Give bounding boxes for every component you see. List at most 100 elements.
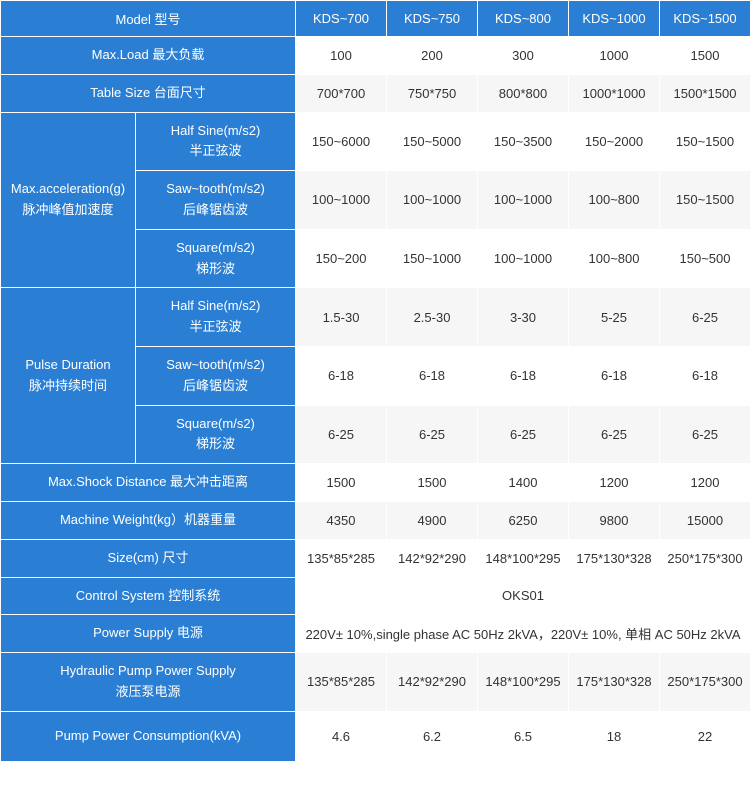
cell: 100 [296, 37, 387, 75]
cell: 1000 [569, 37, 660, 75]
cell: 142*92*290 [387, 653, 478, 712]
cell: 250*175*300 [660, 539, 750, 577]
sub-label-half-sine: Half Sine(m/s2) 半正弦波 [136, 288, 296, 347]
cell: 1000*1000 [569, 74, 660, 112]
cell: 6-18 [478, 346, 569, 405]
cell-span: OKS01 [296, 577, 750, 615]
cell: 150~1000 [387, 229, 478, 288]
cell: 1400 [478, 464, 569, 502]
cell-span: 220V± 10%,single phase AC 50Hz 2kVA，220V… [296, 615, 750, 653]
row-label-pump-power: Pump Power Consumption(kVA) [1, 711, 296, 761]
col-header: KDS~700 [296, 1, 387, 37]
sub-label-square: Square(m/s2) 梯形波 [136, 229, 296, 288]
cell: 150~1500 [660, 112, 750, 171]
cell: 2.5-30 [387, 288, 478, 347]
table-row: Power Supply 电源 220V± 10%,single phase A… [1, 615, 750, 653]
cell: 750*750 [387, 74, 478, 112]
cell: 5-25 [569, 288, 660, 347]
cell: 100~800 [569, 229, 660, 288]
cell: 6-18 [660, 346, 750, 405]
cell: 150~2000 [569, 112, 660, 171]
row-label-table-size: Table Size 台面尺寸 [1, 74, 296, 112]
cell: 3-30 [478, 288, 569, 347]
table-row: Control System 控制系统 OKS01 [1, 577, 750, 615]
cell: 100~1000 [478, 171, 569, 230]
table-row: Hydraulic Pump Power Supply 液压泵电源 135*85… [1, 653, 750, 712]
cell: 1500*1500 [660, 74, 750, 112]
cell: 6250 [478, 501, 569, 539]
table-row: Max.Load 最大负载 100 200 300 1000 1500 [1, 37, 750, 75]
cell: 4350 [296, 501, 387, 539]
cell: 1500 [387, 464, 478, 502]
cell: 150~500 [660, 229, 750, 288]
cell: 6-25 [660, 288, 750, 347]
cell: 1500 [296, 464, 387, 502]
row-label-size: Size(cm) 尺寸 [1, 539, 296, 577]
cell: 6-25 [387, 405, 478, 464]
cell: 100~1000 [478, 229, 569, 288]
sub-label-half-sine: Half Sine(m/s2) 半正弦波 [136, 112, 296, 171]
col-header: KDS~750 [387, 1, 478, 37]
cell: 250*175*300 [660, 653, 750, 712]
cell: 800*800 [478, 74, 569, 112]
cell: 6-18 [387, 346, 478, 405]
cell: 300 [478, 37, 569, 75]
cell: 6-25 [569, 405, 660, 464]
model-header: Model 型号 [1, 1, 296, 37]
cell: 6-25 [660, 405, 750, 464]
cell: 148*100*295 [478, 653, 569, 712]
cell: 6-25 [296, 405, 387, 464]
cell: 1500 [660, 37, 750, 75]
row-label-pulse-duration: Pulse Duration 脉冲持续时间 [1, 288, 136, 464]
cell: 6.2 [387, 711, 478, 761]
table-row: Pump Power Consumption(kVA) 4.6 6.2 6.5 … [1, 711, 750, 761]
cell: 175*130*328 [569, 653, 660, 712]
cell: 135*85*285 [296, 653, 387, 712]
row-label-power-supply: Power Supply 电源 [1, 615, 296, 653]
row-label-machine-weight: Machine Weight(kg）机器重量 [1, 501, 296, 539]
cell: 148*100*295 [478, 539, 569, 577]
row-label-max-load: Max.Load 最大负载 [1, 37, 296, 75]
cell: 6-25 [478, 405, 569, 464]
cell: 100~800 [569, 171, 660, 230]
cell: 200 [387, 37, 478, 75]
cell: 1.5-30 [296, 288, 387, 347]
table-row: Size(cm) 尺寸 135*85*285 142*92*290 148*10… [1, 539, 750, 577]
cell: 175*130*328 [569, 539, 660, 577]
col-header: KDS~800 [478, 1, 569, 37]
table-row: Pulse Duration 脉冲持续时间 Half Sine(m/s2) 半正… [1, 288, 750, 347]
cell: 6.5 [478, 711, 569, 761]
col-header: KDS~1000 [569, 1, 660, 37]
row-label-max-shock: Max.Shock Distance 最大冲击距离 [1, 464, 296, 502]
cell: 700*700 [296, 74, 387, 112]
row-label-max-accel: Max.acceleration(g) 脉冲峰值加速度 [1, 112, 136, 288]
spec-table: Model 型号 KDS~700 KDS~750 KDS~800 KDS~100… [0, 0, 750, 762]
sub-label-saw-tooth: Saw~tooth(m/s2) 后峰锯齿波 [136, 346, 296, 405]
row-label-control-system: Control System 控制系统 [1, 577, 296, 615]
cell: 150~1500 [660, 171, 750, 230]
spec-table-container: Model 型号 KDS~700 KDS~750 KDS~800 KDS~100… [0, 0, 750, 762]
cell: 150~200 [296, 229, 387, 288]
col-header: KDS~1500 [660, 1, 750, 37]
cell: 9800 [569, 501, 660, 539]
cell: 15000 [660, 501, 750, 539]
table-row: Machine Weight(kg）机器重量 4350 4900 6250 98… [1, 501, 750, 539]
cell: 6-18 [569, 346, 660, 405]
cell: 150~5000 [387, 112, 478, 171]
cell: 6-18 [296, 346, 387, 405]
table-row: Max.Shock Distance 最大冲击距离 1500 1500 1400… [1, 464, 750, 502]
cell: 135*85*285 [296, 539, 387, 577]
cell: 4.6 [296, 711, 387, 761]
header-row: Model 型号 KDS~700 KDS~750 KDS~800 KDS~100… [1, 1, 750, 37]
sub-label-saw-tooth: Saw~tooth(m/s2) 后峰锯齿波 [136, 171, 296, 230]
cell: 1200 [569, 464, 660, 502]
table-row: Table Size 台面尺寸 700*700 750*750 800*800 … [1, 74, 750, 112]
cell: 150~6000 [296, 112, 387, 171]
cell: 150~3500 [478, 112, 569, 171]
cell: 4900 [387, 501, 478, 539]
cell: 22 [660, 711, 750, 761]
cell: 100~1000 [387, 171, 478, 230]
table-row: Max.acceleration(g) 脉冲峰值加速度 Half Sine(m/… [1, 112, 750, 171]
cell: 1200 [660, 464, 750, 502]
sub-label-square: Square(m/s2) 梯形波 [136, 405, 296, 464]
